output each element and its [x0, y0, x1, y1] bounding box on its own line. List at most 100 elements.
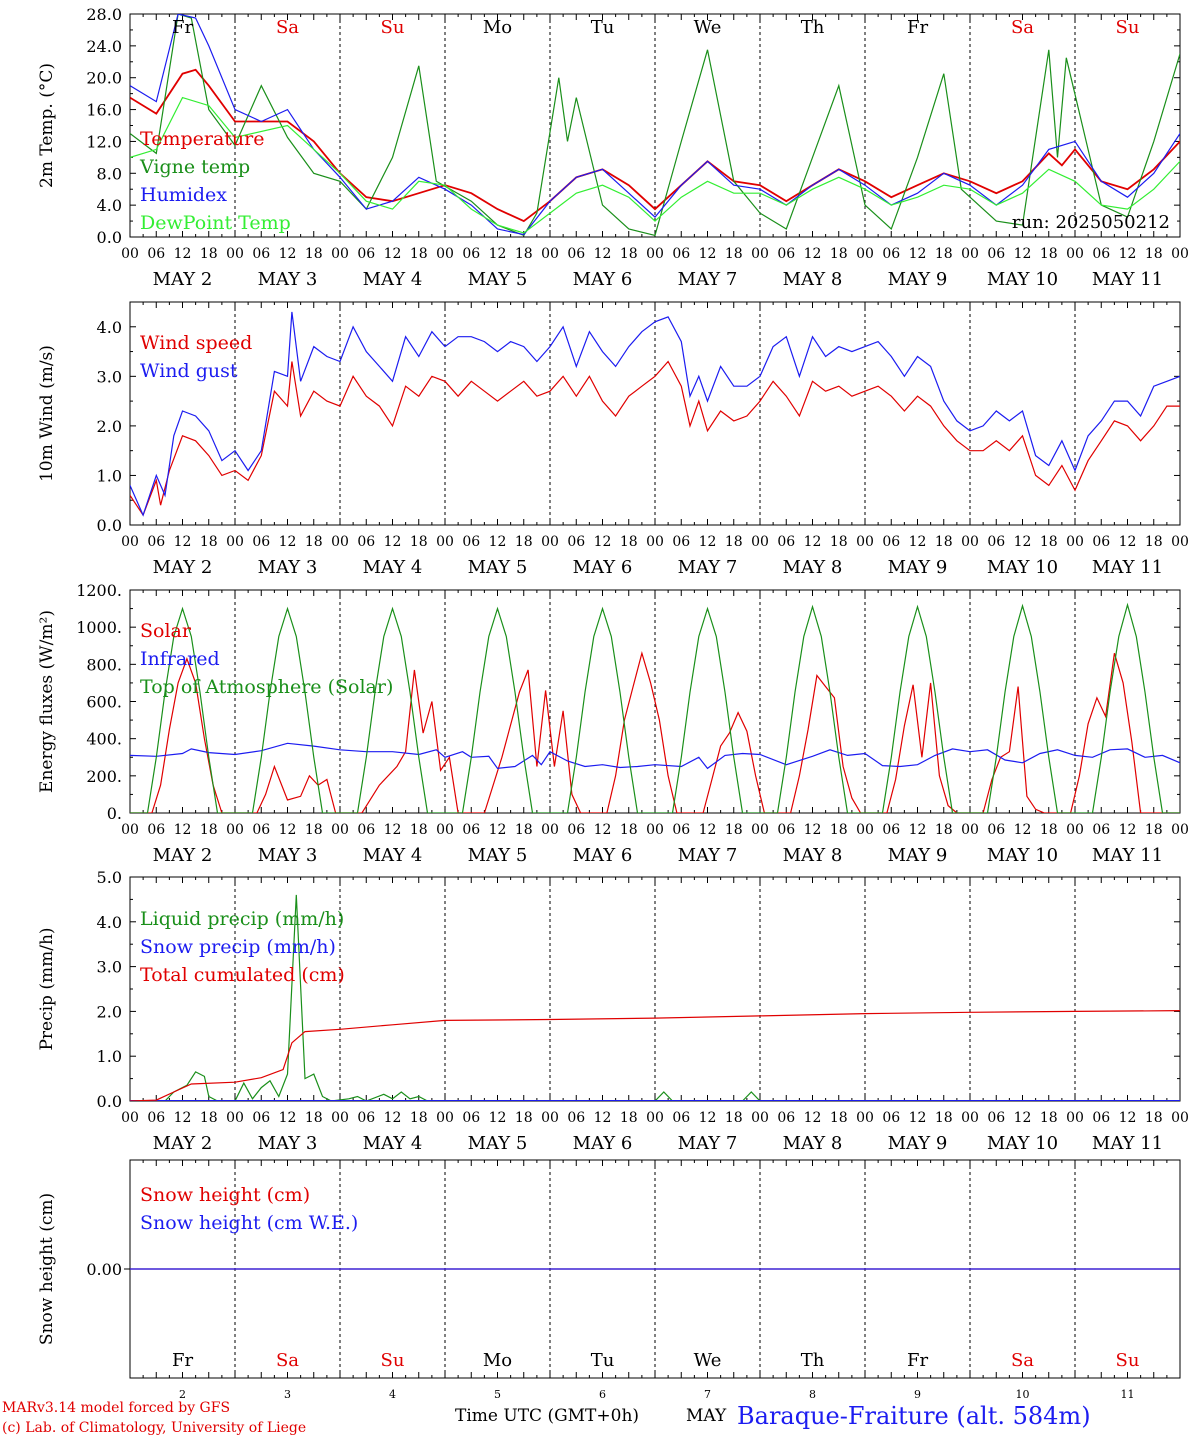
hour-tick-label: 00: [1066, 822, 1084, 838]
hour-tick-label: 00: [121, 534, 139, 550]
hour-tick-label: 00: [856, 534, 874, 550]
hour-tick-label: 12: [489, 246, 507, 262]
y-tick-label: 28.0: [86, 5, 122, 24]
hour-tick-label: 06: [777, 246, 795, 262]
hour-tick-label: 18: [725, 1110, 743, 1126]
date-label: MAY 2: [153, 845, 213, 866]
hour-tick-label: 12: [174, 1110, 192, 1126]
hour-tick-label: 06: [357, 822, 375, 838]
hour-tick-label: 00: [961, 534, 979, 550]
y-tick-label: 4.0: [97, 196, 122, 215]
hour-tick-label: 06: [462, 246, 480, 262]
day-number-label: 4: [389, 1388, 396, 1401]
hour-tick-label: 00: [1171, 1110, 1189, 1126]
hour-tick-label: 00: [331, 246, 349, 262]
day-of-week-label: Fr: [172, 17, 193, 38]
legend-entry: DewPoint Temp: [140, 212, 291, 234]
hour-tick-label: 00: [751, 246, 769, 262]
hour-tick-label: 06: [987, 1110, 1005, 1126]
hour-tick-label: 06: [672, 534, 690, 550]
hour-tick-label: 00: [226, 246, 244, 262]
hour-tick-label: 00: [226, 534, 244, 550]
hour-tick-label: 00: [961, 1110, 979, 1126]
day-of-week-label: Th: [801, 17, 825, 38]
hour-tick-label: 06: [882, 822, 900, 838]
hour-tick-label: 00: [751, 534, 769, 550]
date-label: MAY 3: [258, 557, 318, 578]
y-tick-label: 0.0: [97, 1092, 122, 1111]
date-label: MAY 11: [1092, 269, 1163, 290]
legend-entry: Wind gust: [140, 360, 238, 382]
hour-tick-label: 18: [935, 822, 953, 838]
hour-tick-label: 12: [1119, 246, 1137, 262]
hour-tick-label: 06: [567, 246, 585, 262]
hour-tick-label: 00: [961, 246, 979, 262]
hour-tick-label: 06: [357, 534, 375, 550]
hour-tick-label: 18: [200, 534, 218, 550]
hour-tick-label: 18: [620, 1110, 638, 1126]
day-of-week-label: Sa: [276, 17, 299, 38]
y-tick-label: 20.0: [86, 69, 122, 88]
date-label: MAY 11: [1092, 845, 1163, 866]
hour-tick-label: 00: [436, 246, 454, 262]
hour-tick-label: 18: [305, 822, 323, 838]
date-label: MAY 9: [888, 1133, 948, 1154]
hour-tick-label: 00: [1171, 822, 1189, 838]
hour-tick-label: 12: [384, 246, 402, 262]
y-tick-label: 3.0: [97, 958, 122, 977]
legend-entry: Humidex: [140, 184, 227, 206]
hour-tick-label: 18: [1040, 246, 1058, 262]
day-of-week-label: We: [694, 1350, 722, 1371]
hour-tick-label: 18: [725, 822, 743, 838]
hour-tick-label: 00: [121, 246, 139, 262]
hour-tick-label: 00: [1066, 1110, 1084, 1126]
plot-frame: [129, 301, 1181, 526]
day-number-label: 8: [809, 1388, 816, 1401]
legend-entry: Temperature: [140, 128, 264, 150]
y-axis-label: 10m Wind (m/s): [37, 345, 57, 482]
date-label: MAY 8: [783, 269, 843, 290]
y-axis-label: Snow height (cm): [37, 1193, 57, 1345]
hour-tick-label: 06: [1092, 1110, 1110, 1126]
y-tick-label: 1.0: [97, 1047, 122, 1066]
hour-tick-label: 18: [305, 534, 323, 550]
hour-tick-label: 06: [672, 822, 690, 838]
day-of-week-label: Fr: [907, 17, 928, 38]
y-tick-label: 0.: [107, 804, 122, 823]
hour-tick-label: 12: [1014, 1110, 1032, 1126]
hour-tick-label: 06: [777, 822, 795, 838]
hour-tick-label: 12: [909, 246, 927, 262]
date-label: MAY 6: [573, 845, 633, 866]
hour-tick-label: 18: [200, 822, 218, 838]
day-of-week-label: Tu: [591, 1350, 615, 1371]
legend-entry: Solar: [140, 620, 192, 642]
day-number-label: 2: [179, 1388, 186, 1401]
hour-tick-label: 18: [935, 246, 953, 262]
hour-tick-label: 12: [174, 822, 192, 838]
hour-tick-label: 18: [725, 534, 743, 550]
hour-tick-label: 12: [489, 1110, 507, 1126]
hour-tick-label: 12: [804, 1110, 822, 1126]
hour-tick-label: 12: [594, 246, 612, 262]
y-tick-label: 8.0: [97, 164, 122, 183]
hour-tick-label: 00: [226, 822, 244, 838]
y-axis-label: 2m Temp. (°C): [37, 63, 57, 188]
y-tick-label: 600.: [86, 693, 122, 712]
hour-tick-label: 00: [646, 246, 664, 262]
hour-tick-label: 18: [725, 246, 743, 262]
hour-tick-label: 18: [830, 822, 848, 838]
series-line-dewpoint-temp: [130, 96, 1180, 234]
y-tick-label: 2.0: [97, 417, 122, 436]
hour-tick-label: 00: [121, 822, 139, 838]
y-tick-label: 16.0: [86, 101, 122, 120]
hour-tick-label: 18: [305, 246, 323, 262]
time-axis-label: Time UTC (GMT+0h): [455, 1406, 640, 1426]
hour-tick-label: 12: [909, 534, 927, 550]
hour-tick-label: 12: [384, 534, 402, 550]
date-label: MAY 9: [888, 269, 948, 290]
hour-tick-label: 00: [751, 822, 769, 838]
hour-tick-label: 18: [935, 1110, 953, 1126]
hour-tick-label: 06: [1092, 822, 1110, 838]
hour-tick-label: 06: [147, 1110, 165, 1126]
day-of-week-label: Sa: [1011, 1350, 1034, 1371]
